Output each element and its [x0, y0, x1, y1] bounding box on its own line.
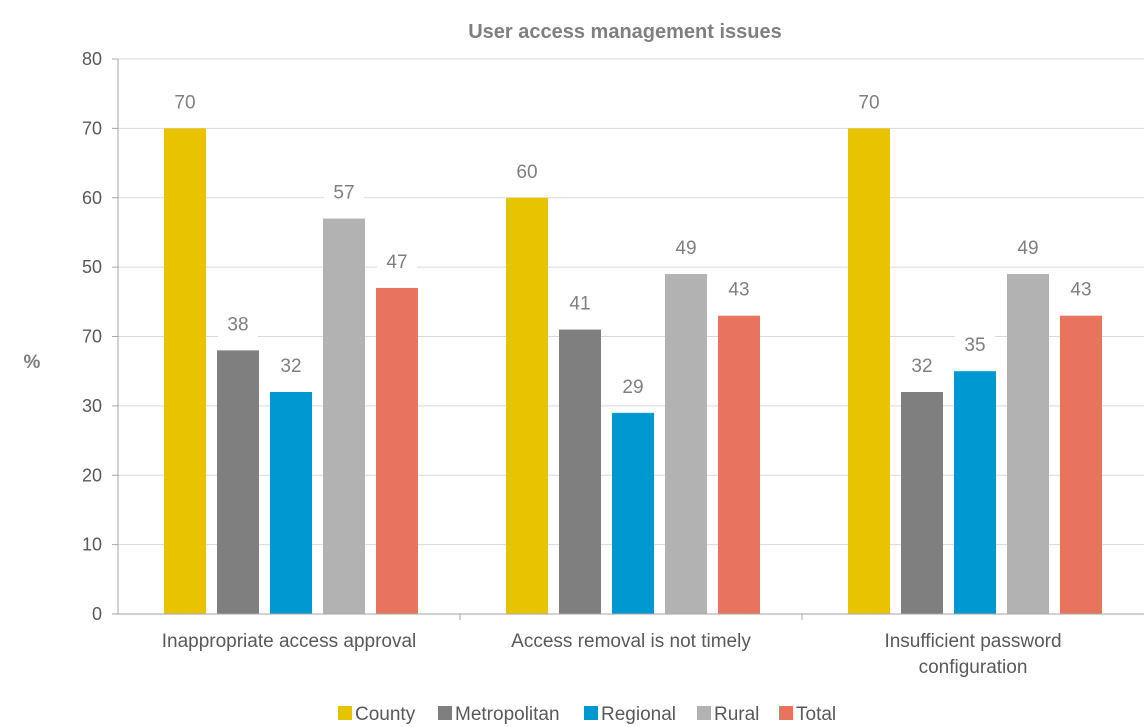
y-tick-label: 10 [82, 535, 102, 555]
x-axis-categories: Inappropriate access approval Access remo… [162, 631, 1062, 678]
x-category-label: Inappropriate access approval [162, 631, 417, 652]
data-label-background [218, 308, 258, 339]
x-category-label: Insufficient password [884, 631, 1061, 652]
data-label: 32 [280, 356, 301, 377]
legend-entry: County [355, 704, 416, 725]
data-labels: 70 38 32 57 47 60 41 29 49 43 70 32 35 49 43 [165, 86, 1101, 401]
data-label: 32 [911, 356, 932, 377]
data-label: 60 [516, 162, 537, 183]
x-category-label: Access removal is not timely [511, 631, 751, 652]
data-label: 49 [1017, 238, 1038, 259]
data-label: 70 [858, 92, 879, 113]
bar [217, 350, 259, 614]
legend-swatch [697, 706, 711, 720]
data-label-background [560, 287, 600, 318]
chart-title: User access management issues [468, 21, 782, 43]
bar [1060, 315, 1102, 614]
data-label-background [613, 370, 653, 401]
y-tick-label: 70 [82, 118, 102, 138]
bars [164, 128, 1102, 614]
y-tick-label: 0 [92, 604, 102, 624]
bar [376, 287, 418, 614]
legend-swatch [438, 706, 452, 720]
y-axis-ticks: 0 10 20 30 70 50 60 70 80 [82, 49, 102, 624]
y-axis-label: % [24, 352, 41, 373]
bar [848, 128, 890, 614]
bar [506, 197, 548, 614]
legend-entry: Rural [714, 704, 759, 725]
data-label: 43 [1070, 280, 1091, 301]
data-label: 57 [333, 183, 354, 204]
data-label: 70 [174, 92, 195, 113]
y-tick-label: 70 [82, 327, 102, 347]
legend-swatch [779, 706, 793, 720]
y-tick-label: 20 [82, 465, 102, 485]
bar [954, 371, 996, 614]
bar [901, 392, 943, 614]
data-label: 29 [622, 377, 643, 398]
data-label: 35 [964, 335, 985, 356]
bar [559, 329, 601, 614]
data-label-background [849, 86, 889, 117]
data-label: 47 [386, 252, 407, 273]
data-label-background [719, 273, 759, 304]
data-label-background [1008, 232, 1048, 263]
bar [1007, 274, 1049, 614]
data-label-background [324, 176, 364, 207]
data-label-background [1061, 273, 1101, 304]
data-label-background [507, 155, 547, 186]
bar [323, 218, 365, 614]
data-label-background [165, 86, 205, 117]
legend-swatch [584, 706, 598, 720]
data-label-background [955, 329, 995, 360]
axes [112, 58, 1144, 620]
legend: County Metropolitan Regional Rural Total [338, 704, 836, 725]
bar [164, 128, 206, 614]
bar [718, 315, 760, 614]
bar [612, 412, 654, 614]
y-tick-label: 30 [82, 396, 102, 416]
data-label-background [902, 350, 942, 380]
y-tick-label: 60 [82, 188, 102, 208]
data-label: 41 [569, 294, 590, 315]
y-tick-label: 80 [82, 49, 102, 69]
data-label-background [271, 350, 311, 380]
legend-entry: Metropolitan [455, 704, 560, 725]
data-label-background [666, 232, 706, 263]
data-label: 38 [227, 314, 248, 335]
legend-entry: Regional [601, 704, 676, 725]
bar [665, 274, 707, 614]
data-label: 43 [728, 280, 749, 301]
x-category-label: configuration [919, 657, 1028, 678]
y-tick-label: 50 [82, 257, 102, 277]
bar [270, 392, 312, 614]
legend-entry: Total [796, 704, 836, 725]
legend-swatch [338, 706, 352, 720]
data-label: 49 [675, 238, 696, 259]
data-label-background [377, 245, 417, 276]
